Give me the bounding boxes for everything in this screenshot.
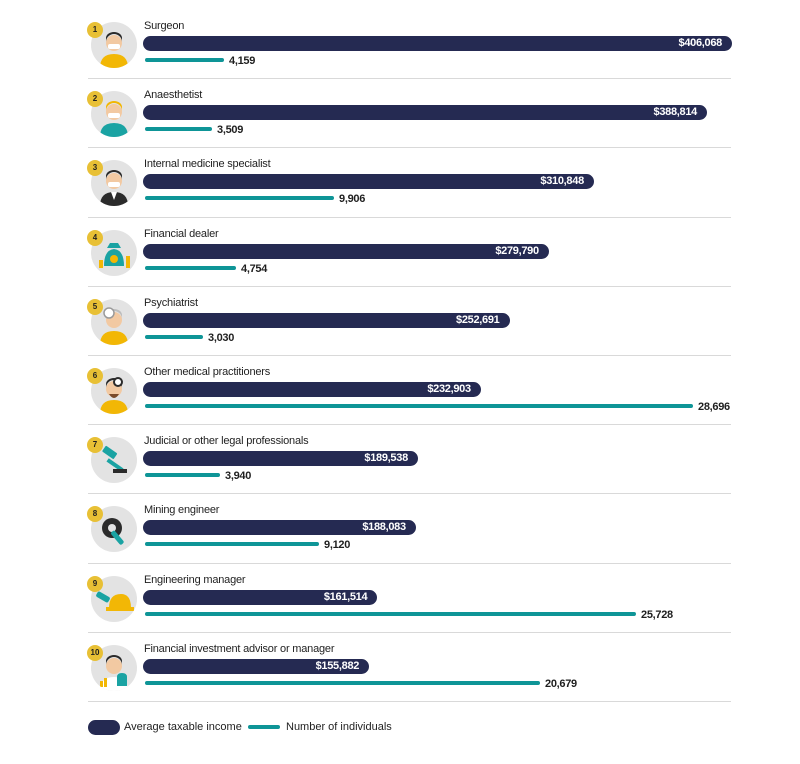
row-divider [88, 355, 731, 356]
income-bar: $406,068 [143, 36, 732, 51]
category-label: Surgeon [144, 20, 185, 32]
row-divider [88, 78, 731, 79]
income-value-label: $232,903 [427, 383, 471, 395]
count-bar [145, 473, 221, 477]
category-label: Psychiatrist [144, 297, 198, 309]
rank-badge: 3 [87, 160, 103, 176]
row-divider [88, 632, 731, 633]
legend-income-swatch [88, 720, 120, 735]
category-label: Other medical practitioners [144, 366, 271, 378]
rank-badge: 8 [87, 506, 103, 522]
count-value-label: 3,940 [225, 470, 252, 482]
category-label: Financial dealer [144, 228, 219, 240]
row-divider [88, 563, 731, 564]
income-value-label: $279,790 [495, 245, 539, 257]
rank-badge: 1 [87, 22, 103, 38]
count-value-label: 25,728 [641, 609, 673, 621]
count-bar [145, 196, 335, 200]
legend-count-label: Number of individuals [286, 721, 392, 733]
rank-badge: 2 [87, 91, 103, 107]
count-value-label: 3,030 [208, 332, 235, 344]
category-label: Judicial or other legal professionals [144, 435, 309, 447]
count-value-label: 9,120 [324, 539, 351, 551]
rank-badge: 9 [87, 576, 103, 592]
count-value-label: 20,679 [545, 678, 577, 690]
rank-badge: 7 [87, 437, 103, 453]
count-bar [145, 58, 225, 62]
income-value-label: $388,814 [653, 106, 698, 118]
income-bar: $279,790 [143, 244, 549, 259]
row-divider [88, 217, 731, 218]
income-bar: $388,814 [143, 105, 707, 120]
count-bar [145, 127, 212, 131]
rank-badge: 4 [87, 230, 103, 246]
income-value-label: $188,083 [362, 521, 406, 533]
income-bar: $188,083 [143, 520, 416, 535]
count-bar [145, 612, 637, 616]
gear-wrench-icon [91, 506, 137, 552]
income-bar: $310,848 [143, 174, 594, 189]
legend-count-swatch [248, 725, 280, 729]
income-value-label: $406,068 [678, 37, 723, 49]
category-label: Financial investment advisor or manager [144, 643, 335, 655]
income-bar: $161,514 [143, 590, 378, 605]
category-label: Internal medicine specialist [144, 158, 271, 170]
count-bar [145, 542, 320, 546]
income-bar: $232,903 [143, 382, 481, 397]
category-label: Mining engineer [144, 504, 220, 516]
count-value-label: 4,754 [241, 263, 268, 275]
income-value-label: $161,514 [323, 591, 368, 603]
row-divider [88, 286, 731, 287]
income-bar: $252,691 [143, 313, 510, 328]
income-value-label: $155,882 [315, 660, 360, 672]
count-bar [145, 404, 693, 408]
count-bar [145, 681, 540, 685]
rank-badge: 6 [87, 368, 103, 384]
count-value-label: 4,159 [229, 55, 256, 67]
count-value-label: 28,696 [698, 401, 730, 413]
row-divider [88, 493, 731, 494]
investment-advisor-icon [91, 645, 137, 691]
income-value-label: $310,848 [540, 175, 584, 187]
row-divider [88, 147, 731, 148]
rank-badge: 10 [87, 645, 103, 661]
income-value-label: $252,691 [456, 314, 500, 326]
row-divider [88, 701, 731, 702]
psychiatrist-icon [91, 299, 137, 345]
category-label: Anaesthetist [144, 89, 203, 101]
category-label: Engineering manager [144, 574, 246, 586]
income-bar: $189,538 [143, 451, 418, 466]
count-bar [145, 335, 203, 339]
legend-income-label: Average taxable income [124, 721, 242, 733]
rank-badge: 5 [87, 299, 103, 315]
count-value-label: 9,906 [339, 193, 366, 205]
count-value-label: 3,509 [217, 124, 244, 136]
income-value-label: $189,538 [364, 452, 408, 464]
row-divider [88, 424, 731, 425]
count-bar [145, 266, 236, 270]
income-bar: $155,882 [143, 659, 370, 674]
surgeon-icon [91, 22, 137, 68]
